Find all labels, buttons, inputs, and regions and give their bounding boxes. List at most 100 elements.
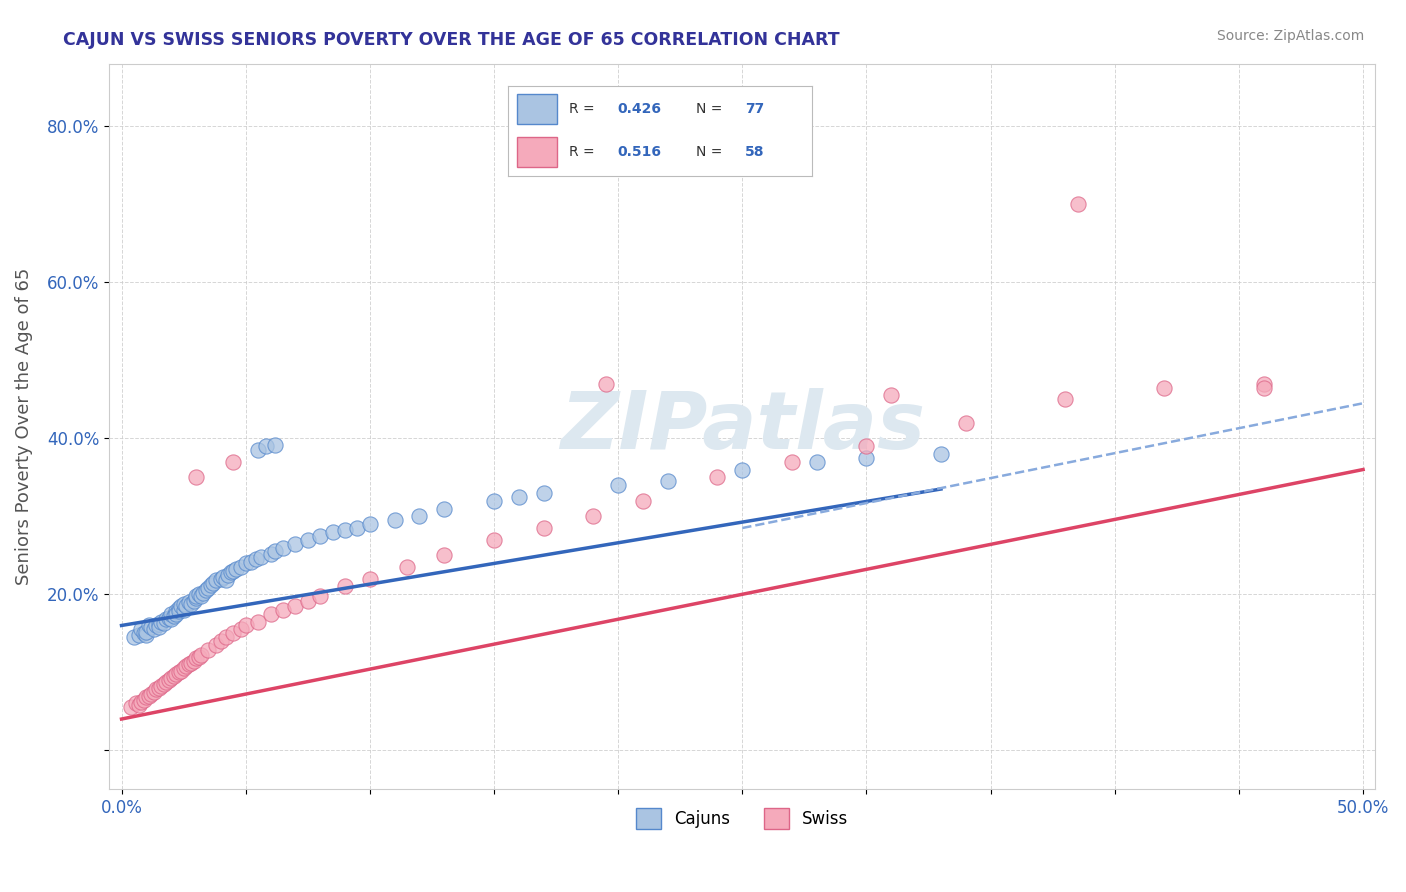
Point — [482, 533, 505, 547]
Point — [135, 690, 157, 705]
Point — [264, 437, 287, 451]
Point — [184, 589, 207, 603]
Point — [150, 615, 173, 629]
Point — [141, 620, 163, 634]
Point — [219, 566, 242, 580]
Point — [167, 604, 190, 618]
Point — [297, 593, 319, 607]
Point — [160, 672, 183, 686]
Point — [309, 529, 332, 543]
Point — [806, 455, 828, 469]
Point — [508, 490, 530, 504]
Point — [141, 687, 163, 701]
Point — [138, 618, 160, 632]
Point — [157, 673, 180, 687]
Point — [187, 587, 209, 601]
Point — [247, 615, 270, 629]
Point — [132, 626, 155, 640]
Point — [183, 593, 205, 607]
Point — [200, 578, 222, 592]
Point — [170, 664, 193, 678]
Point — [205, 638, 228, 652]
Legend: Cajuns, Swiss: Cajuns, Swiss — [630, 802, 855, 835]
Point — [284, 599, 307, 613]
Point — [197, 581, 219, 595]
Point — [174, 599, 197, 613]
Point — [533, 521, 555, 535]
Point — [160, 607, 183, 621]
Point — [595, 376, 617, 391]
Point — [173, 603, 195, 617]
Point — [259, 547, 281, 561]
Point — [145, 618, 167, 632]
Point — [128, 698, 150, 712]
Point — [215, 630, 238, 644]
Point — [148, 620, 170, 634]
Point — [359, 517, 381, 532]
Point — [177, 595, 200, 609]
Point — [155, 674, 177, 689]
Y-axis label: Seniors Poverty Over the Age of 65: Seniors Poverty Over the Age of 65 — [15, 268, 32, 585]
Point — [173, 597, 195, 611]
Point — [607, 478, 630, 492]
Point — [135, 624, 157, 639]
Point — [170, 599, 193, 613]
Point — [131, 623, 153, 637]
Point — [148, 681, 170, 695]
Point — [309, 589, 332, 603]
Point — [929, 447, 952, 461]
Point — [177, 657, 200, 672]
Text: Source: ZipAtlas.com: Source: ZipAtlas.com — [1216, 29, 1364, 43]
Point — [205, 574, 228, 588]
Point — [215, 574, 238, 588]
Point — [145, 682, 167, 697]
Point — [271, 603, 294, 617]
Point — [165, 604, 187, 618]
Point — [173, 661, 195, 675]
Point — [163, 669, 186, 683]
Point — [533, 486, 555, 500]
Point — [152, 677, 174, 691]
Point — [249, 549, 271, 564]
Point — [122, 630, 145, 644]
Point — [855, 439, 877, 453]
Point — [222, 564, 245, 578]
Point — [202, 575, 225, 590]
Point — [482, 493, 505, 508]
Point — [657, 474, 679, 488]
Point — [155, 612, 177, 626]
Point — [731, 462, 754, 476]
Point — [254, 439, 277, 453]
Point — [271, 541, 294, 555]
Point — [165, 666, 187, 681]
Point — [245, 552, 267, 566]
Point — [582, 509, 605, 524]
Point — [1253, 376, 1275, 391]
Point — [197, 643, 219, 657]
Point — [780, 455, 803, 469]
Point — [346, 521, 368, 535]
Point — [167, 665, 190, 680]
Text: ZIPatlas: ZIPatlas — [560, 388, 925, 466]
Point — [1054, 392, 1077, 407]
Point — [174, 659, 197, 673]
Point — [165, 607, 187, 621]
Point — [880, 388, 903, 402]
Point — [631, 493, 654, 508]
Point — [163, 609, 186, 624]
Point — [955, 416, 977, 430]
Point — [259, 607, 281, 621]
Point — [184, 591, 207, 606]
Point — [264, 544, 287, 558]
Point — [1066, 197, 1088, 211]
Point — [433, 501, 456, 516]
Point — [229, 623, 252, 637]
Point — [180, 656, 202, 670]
Point — [128, 628, 150, 642]
Point — [160, 612, 183, 626]
Point — [125, 697, 148, 711]
Point — [235, 618, 257, 632]
Point — [120, 700, 142, 714]
Point — [132, 692, 155, 706]
Point — [222, 455, 245, 469]
